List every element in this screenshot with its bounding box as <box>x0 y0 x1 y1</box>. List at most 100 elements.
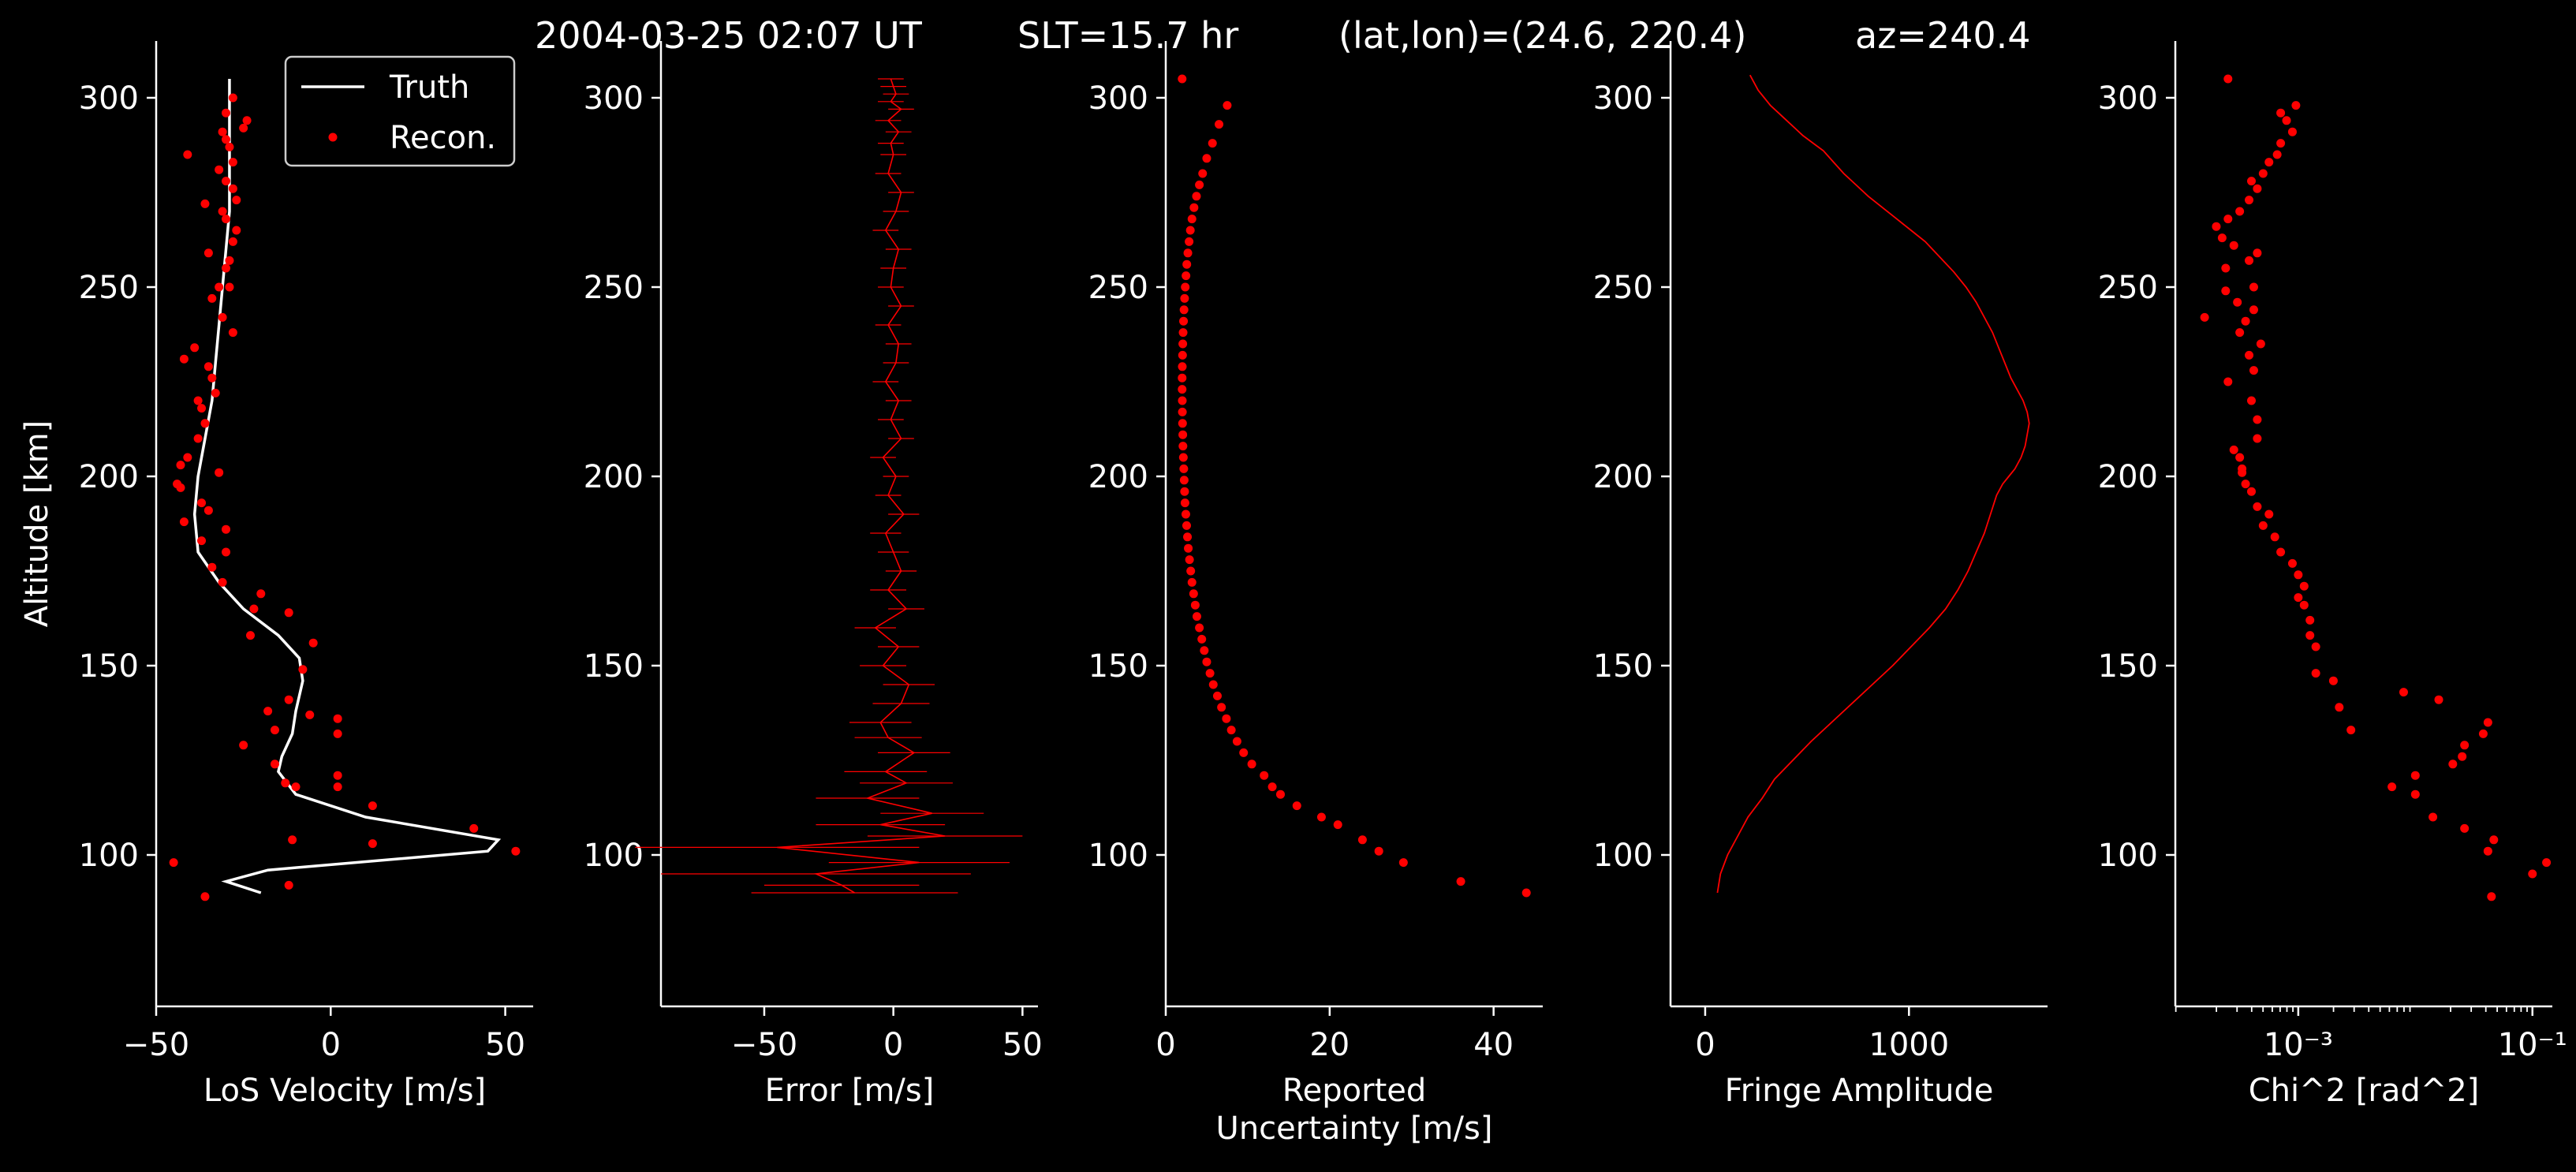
data-point <box>1333 820 1342 830</box>
data-point <box>1195 180 1204 189</box>
x-tick-label: −50 <box>731 1027 797 1063</box>
y-tick-label: 200 <box>79 459 139 495</box>
data-point <box>1292 801 1301 811</box>
data-point <box>218 312 227 322</box>
data-point <box>2294 593 2303 603</box>
y-tick-label: 150 <box>1088 648 1148 685</box>
data-point <box>2399 688 2408 697</box>
x-tick-label: 0 <box>883 1027 903 1063</box>
data-point <box>1179 476 1189 485</box>
x-tick-label: 10⁻¹ <box>2498 1027 2567 1063</box>
data-point <box>1202 154 1211 163</box>
data-point <box>308 638 318 648</box>
y-tick-label: 150 <box>1593 648 1653 685</box>
data-point <box>228 93 237 103</box>
data-point <box>2299 581 2309 591</box>
panel-5: 100 150 200 250 300 10⁻³ 10⁻¹ Chi^2 [rad^2] <box>2098 41 2567 1109</box>
data-point <box>197 536 207 546</box>
data-point <box>2223 215 2233 224</box>
data-point <box>1316 812 1326 822</box>
data-point <box>1178 362 1187 371</box>
data-point <box>1192 192 1201 201</box>
data-point <box>2217 233 2227 243</box>
data-point <box>1374 846 1383 856</box>
y-tick-label: 200 <box>584 459 644 495</box>
data-point <box>2276 547 2286 557</box>
data-point <box>225 142 234 151</box>
data-point <box>200 892 210 901</box>
data-point <box>1260 771 1269 780</box>
data-point <box>263 707 273 716</box>
data-point <box>1267 782 1277 792</box>
data-point <box>2276 139 2286 148</box>
data-point <box>173 480 182 489</box>
data-point <box>2253 248 2262 258</box>
data-point <box>288 835 297 845</box>
data-point <box>1189 589 1198 599</box>
data-point <box>2245 256 2254 265</box>
data-point <box>1186 566 1196 576</box>
data-point <box>1178 74 1187 84</box>
data-point <box>218 127 227 136</box>
panel-2: 100 150 200 250 300 −50 0 50 Error [m/s] <box>584 41 1043 1109</box>
data-point <box>1357 835 1367 845</box>
data-point <box>2387 782 2397 792</box>
data-point <box>2258 521 2268 530</box>
data-point <box>2221 263 2231 273</box>
panel-1: 100 150 200 250 300 −50 0 50 LoS Velocity [m/s] A… <box>19 41 533 1109</box>
x-axis-label: Fringe Amplitude <box>1725 1073 1994 1109</box>
data-point <box>225 282 234 292</box>
data-point <box>1184 543 1193 553</box>
data-point <box>242 116 252 125</box>
x-axis-label: Error [m/s] <box>765 1073 935 1109</box>
data-point <box>207 293 217 303</box>
data-point <box>1223 101 1232 110</box>
data-point <box>1187 577 1197 587</box>
x-tick-label: 10⁻³ <box>2264 1027 2333 1063</box>
data-point <box>1182 271 1191 281</box>
data-point <box>2200 312 2209 322</box>
data-point <box>1178 328 1188 338</box>
data-point <box>1198 169 1208 178</box>
data-point <box>222 547 231 557</box>
data-point <box>1217 703 1226 712</box>
error-line <box>777 78 946 894</box>
data-point <box>256 589 266 599</box>
data-point <box>2311 669 2320 678</box>
y-tick-label: 200 <box>1088 459 1148 495</box>
data-point <box>2256 339 2265 349</box>
data-point <box>2458 752 2467 761</box>
data-point <box>1182 521 1191 530</box>
data-point <box>1205 669 1215 678</box>
x-tick-label: 40 <box>1473 1027 1514 1063</box>
data-point <box>2305 631 2315 640</box>
data-point <box>222 177 231 186</box>
y-tick-label: 300 <box>1088 80 1148 117</box>
data-point <box>1180 293 1189 303</box>
data-point <box>333 771 342 780</box>
data-point <box>2246 487 2256 496</box>
data-point <box>203 362 213 371</box>
data-point <box>2335 703 2344 712</box>
y-tick-label: 250 <box>1088 270 1148 306</box>
data-point <box>1181 282 1190 292</box>
data-point <box>1398 858 1408 868</box>
data-point <box>1185 555 1194 565</box>
data-point <box>1178 430 1188 439</box>
data-point <box>222 215 231 224</box>
x-tick-label: 1000 <box>1869 1027 1949 1063</box>
data-point <box>2460 741 2470 750</box>
data-point <box>215 165 224 174</box>
data-point <box>2305 615 2315 625</box>
data-point <box>2241 316 2250 326</box>
y-tick-label: 300 <box>79 80 139 117</box>
data-point <box>203 506 213 515</box>
data-point <box>228 184 237 193</box>
data-point <box>232 226 241 235</box>
data-point <box>1232 737 1241 746</box>
data-point <box>1180 487 1189 496</box>
data-point <box>1182 259 1192 269</box>
data-point <box>249 604 259 614</box>
y-tick-label: 250 <box>79 270 139 306</box>
data-point <box>1178 339 1188 349</box>
